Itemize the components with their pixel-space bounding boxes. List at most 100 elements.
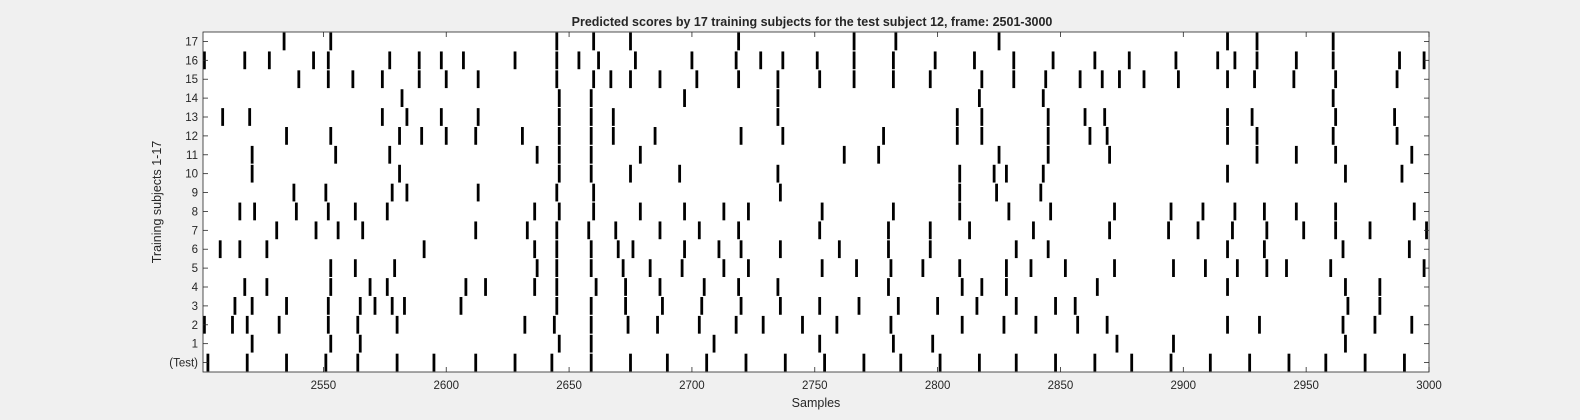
- spike-mark: [1113, 202, 1116, 221]
- spike-mark: [818, 334, 822, 353]
- spike-mark: [820, 202, 824, 221]
- spike-mark: [1226, 240, 1229, 259]
- spike-mark: [233, 297, 237, 315]
- spike-mark: [928, 240, 932, 259]
- spike-mark: [629, 32, 632, 51]
- spike-mark: [533, 202, 537, 221]
- spike-mark: [931, 334, 935, 353]
- spike-mark: [245, 315, 249, 334]
- spike-mark: [1255, 145, 1259, 164]
- spike-mark: [818, 297, 822, 315]
- spike-mark: [1226, 127, 1229, 145]
- spike-mark: [250, 334, 254, 353]
- spike-mark: [629, 164, 632, 183]
- spike-mark: [474, 353, 478, 372]
- spike-mark: [245, 353, 249, 372]
- spike-mark: [776, 70, 780, 89]
- spike-mark: [218, 240, 222, 259]
- spike-mark: [955, 127, 959, 145]
- spike-mark: [464, 278, 468, 296]
- spike-mark: [380, 108, 384, 126]
- x-tick-label: 2850: [1048, 380, 1074, 392]
- plot-frame: [202, 31, 1430, 373]
- spike-mark: [1292, 70, 1296, 89]
- spike-mark: [393, 259, 397, 277]
- spike-mark: [265, 240, 269, 259]
- spike-mark: [265, 278, 269, 296]
- spike-mark: [403, 297, 406, 315]
- y-tick-label: 16: [185, 55, 198, 67]
- y-tick-label: 6: [192, 244, 198, 256]
- spike-mark: [267, 51, 271, 70]
- spike-mark: [1255, 51, 1259, 70]
- spike-mark: [1115, 334, 1119, 353]
- spike-mark: [977, 89, 981, 107]
- spike-mark: [1034, 315, 1038, 334]
- spike-mark: [1095, 278, 1099, 296]
- spike-mark: [739, 127, 743, 145]
- spike-mark: [368, 278, 372, 296]
- spike-mark: [958, 202, 962, 221]
- spike-mark: [658, 70, 662, 89]
- spike-mark: [1172, 334, 1175, 353]
- spike-mark: [238, 202, 242, 221]
- spike-mark: [801, 315, 804, 334]
- spike-mark: [616, 240, 620, 259]
- spike-mark: [1078, 70, 1082, 89]
- spike-mark: [250, 164, 254, 183]
- spike-mark: [555, 259, 559, 277]
- spike-mark: [1046, 240, 1050, 259]
- spike-mark: [739, 297, 743, 315]
- spike-mark: [776, 108, 780, 126]
- spike-mark: [997, 32, 1001, 51]
- spike-mark: [658, 278, 662, 296]
- spike-mark: [683, 202, 686, 221]
- spike-mark: [1403, 353, 1406, 372]
- spike-mark: [778, 240, 782, 259]
- spike-mark: [1324, 353, 1328, 372]
- spike-mark: [1046, 108, 1050, 126]
- spike-mark: [1287, 353, 1291, 372]
- spike-mark: [1088, 127, 1092, 145]
- x-axis: 2550 2600 2650 2700 2750 2800 2850 2900 2950 3000: [311, 32, 1442, 392]
- spike-mark: [837, 240, 841, 259]
- spike-mark: [621, 259, 625, 277]
- spike-mark: [891, 202, 895, 221]
- spike-mark: [1253, 70, 1256, 89]
- spike-mark: [759, 51, 763, 70]
- spike-mark: [1127, 51, 1131, 70]
- spike-mark: [589, 353, 593, 372]
- spike-mark: [1105, 315, 1109, 334]
- spike-mark: [550, 353, 554, 372]
- spike-mark: [1029, 259, 1033, 277]
- spike-mark: [611, 108, 615, 126]
- spike-mark: [734, 315, 738, 334]
- spike-mark: [653, 127, 657, 145]
- spike-mark: [1334, 108, 1338, 126]
- spike-mark: [557, 202, 561, 221]
- spike-mark: [1265, 259, 1269, 277]
- spike-mark: [1014, 240, 1018, 259]
- spike-mark: [535, 145, 539, 164]
- spike-mark: [1007, 202, 1011, 221]
- spike-mark: [589, 259, 593, 277]
- spike-mark: [1226, 70, 1229, 89]
- spike-mark: [1046, 145, 1050, 164]
- spike-mark: [852, 51, 856, 70]
- spike-mark: [992, 164, 996, 183]
- spike-mark: [1172, 259, 1175, 277]
- spike-mark: [928, 70, 932, 89]
- spike-mark: [634, 51, 637, 70]
- spike-mark: [1226, 108, 1229, 126]
- spike-mark: [722, 259, 726, 277]
- spike-mark: [702, 278, 706, 296]
- spike-mark: [405, 183, 409, 202]
- spike-mark: [243, 51, 247, 70]
- spike-mark: [852, 70, 856, 89]
- spike-mark: [474, 221, 478, 240]
- y-tick-label: 8: [192, 206, 198, 218]
- x-tick-label: 3000: [1416, 380, 1442, 392]
- row-17: [282, 32, 1335, 51]
- spike-mark: [852, 32, 856, 51]
